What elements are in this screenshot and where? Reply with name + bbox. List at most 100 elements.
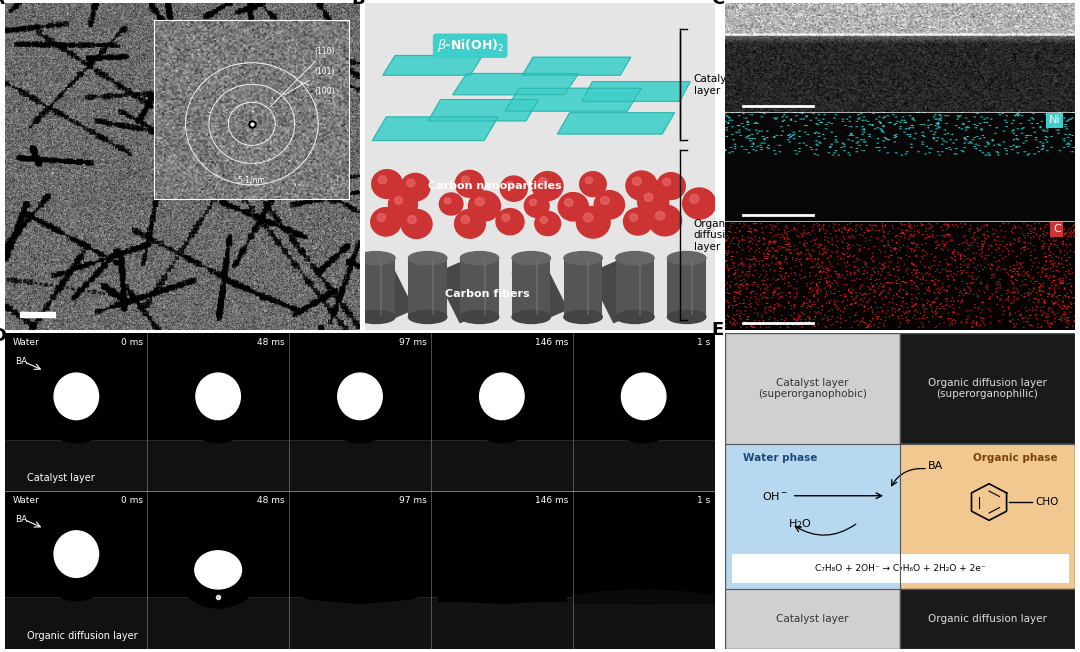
Ellipse shape [667, 310, 706, 323]
Bar [5, 599, 147, 649]
Circle shape [633, 177, 642, 185]
Ellipse shape [408, 252, 447, 265]
Ellipse shape [564, 252, 603, 265]
Bar [900, 333, 1075, 443]
Text: 0 ms: 0 ms [121, 338, 143, 347]
Ellipse shape [604, 350, 684, 443]
Circle shape [690, 194, 699, 203]
Bar [572, 441, 715, 491]
Bar [900, 589, 1075, 649]
Text: Carbon fibers: Carbon fibers [445, 289, 530, 299]
Circle shape [529, 199, 537, 205]
Ellipse shape [621, 373, 666, 420]
Text: Carbon nanoparticles: Carbon nanoparticles [428, 181, 562, 191]
Circle shape [532, 171, 563, 200]
Circle shape [502, 214, 510, 222]
Text: C: C [1053, 224, 1061, 234]
Circle shape [524, 194, 549, 217]
Circle shape [394, 196, 403, 204]
Text: 1 s: 1 s [697, 496, 711, 505]
Circle shape [565, 198, 573, 207]
Ellipse shape [308, 569, 413, 603]
Circle shape [623, 208, 652, 235]
Bar [667, 258, 706, 317]
Text: Organic diffusion layer: Organic diffusion layer [27, 631, 137, 641]
Text: A: A [0, 0, 5, 8]
Ellipse shape [356, 252, 395, 265]
Circle shape [577, 207, 610, 238]
Circle shape [469, 191, 500, 221]
Bar [572, 599, 715, 649]
Circle shape [378, 175, 387, 184]
Text: C: C [712, 0, 725, 8]
Bar [900, 443, 1075, 589]
Text: 48 ms: 48 ms [257, 496, 285, 505]
Text: Water phase: Water phase [743, 453, 818, 463]
Circle shape [461, 176, 470, 184]
Polygon shape [582, 82, 690, 101]
Bar [431, 599, 572, 649]
Circle shape [539, 178, 548, 186]
Circle shape [656, 211, 664, 220]
Bar [512, 259, 568, 323]
Bar [616, 258, 654, 317]
Ellipse shape [512, 252, 551, 265]
Bar [512, 258, 551, 317]
Ellipse shape [616, 310, 654, 323]
Bar [726, 589, 900, 649]
Circle shape [407, 216, 416, 224]
Bar [726, 443, 900, 589]
Ellipse shape [54, 373, 98, 420]
Circle shape [407, 179, 415, 187]
Text: E: E [712, 321, 724, 338]
Circle shape [594, 190, 624, 219]
Bar [357, 259, 415, 323]
Ellipse shape [320, 350, 401, 443]
Text: B: B [351, 0, 365, 8]
Ellipse shape [461, 350, 542, 443]
Text: Organic
diffusion
layer: Organic diffusion layer [693, 218, 739, 252]
Circle shape [583, 213, 593, 222]
Circle shape [648, 205, 681, 236]
Text: Organic diffusion layer: Organic diffusion layer [928, 614, 1047, 624]
Ellipse shape [512, 310, 551, 323]
Circle shape [630, 214, 637, 221]
Bar [431, 441, 572, 491]
Polygon shape [373, 117, 498, 140]
Circle shape [444, 198, 451, 204]
Text: 146 ms: 146 ms [535, 338, 568, 347]
Text: BA: BA [15, 515, 28, 524]
Bar [19, 312, 55, 317]
Bar [289, 599, 431, 649]
Text: OH$^-$: OH$^-$ [761, 490, 788, 502]
Polygon shape [505, 88, 642, 111]
Circle shape [500, 176, 527, 201]
Circle shape [683, 188, 716, 219]
Ellipse shape [194, 551, 242, 589]
Bar [5, 441, 147, 491]
Text: Organic phase: Organic phase [972, 453, 1057, 463]
Bar [289, 441, 431, 491]
Circle shape [663, 178, 671, 186]
Circle shape [389, 191, 418, 218]
Circle shape [600, 196, 609, 205]
Text: 97 ms: 97 ms [399, 496, 427, 505]
Text: 146 ms: 146 ms [535, 496, 568, 505]
Polygon shape [523, 57, 631, 75]
Text: Catalyst
layer: Catalyst layer [693, 74, 737, 96]
Polygon shape [557, 113, 674, 134]
Text: 1 s: 1 s [697, 338, 711, 347]
Text: BA: BA [928, 461, 943, 471]
Bar [564, 258, 603, 317]
Text: Ni: Ni [1049, 115, 1061, 125]
Ellipse shape [178, 350, 258, 443]
Bar [438, 590, 566, 601]
Ellipse shape [303, 592, 417, 601]
Circle shape [377, 214, 386, 222]
Bar [726, 333, 900, 443]
Text: Catalyst layer: Catalyst layer [777, 614, 849, 624]
Ellipse shape [583, 590, 704, 603]
Circle shape [540, 216, 548, 224]
Circle shape [507, 181, 514, 188]
Text: CHO: CHO [1036, 497, 1058, 507]
